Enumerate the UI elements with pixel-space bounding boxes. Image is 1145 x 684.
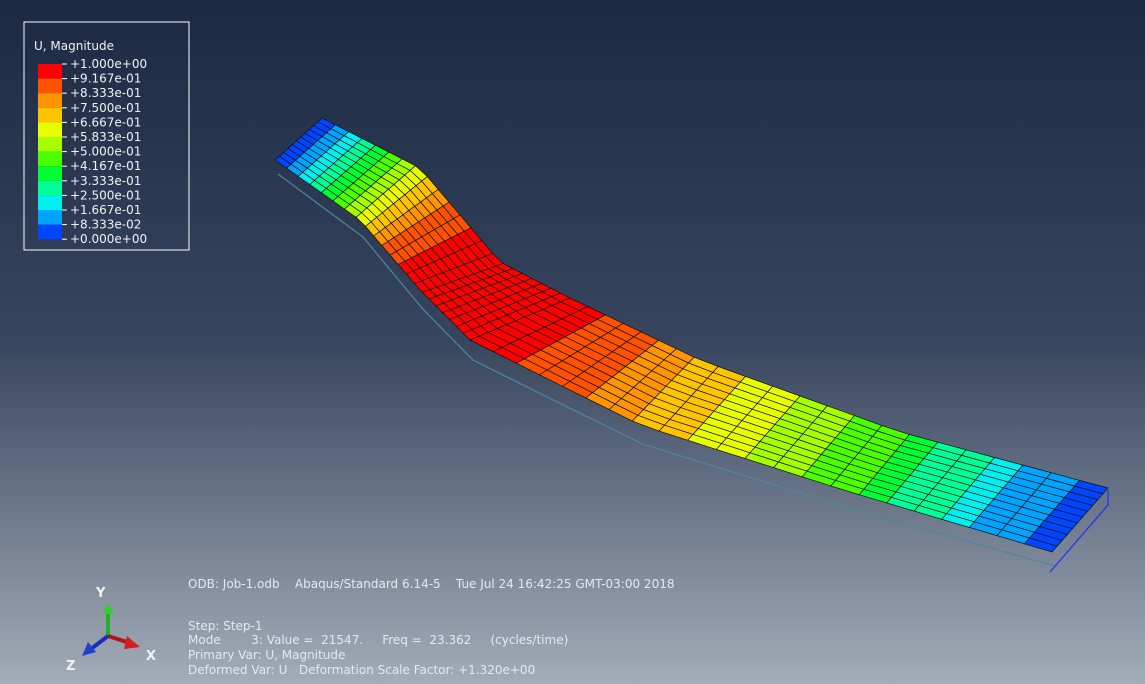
legend-swatch: [38, 137, 62, 152]
legend-label: +1.667e-01: [70, 203, 141, 217]
legend-label: +6.667e-01: [70, 115, 141, 129]
odb-line: ODB: Job-1.odb Abaqus/Standard 6.14-5 Tu…: [188, 577, 674, 591]
legend-label: +7.500e-01: [70, 101, 141, 115]
legend-swatch: [38, 224, 62, 240]
legend-label: +8.333e-02: [70, 218, 141, 232]
legend-label: +4.167e-01: [70, 159, 141, 173]
legend-label: +1.000e+00: [70, 57, 147, 71]
legend-label: +2.500e-01: [70, 188, 141, 202]
z-axis-arrow: [89, 634, 110, 651]
legend-swatch: [38, 166, 62, 181]
deformed-var-line: Deformed Var: U Deformation Scale Factor…: [188, 663, 535, 677]
model: [274, 117, 1109, 573]
z-arrow-head: [82, 642, 96, 656]
x-label: X: [146, 649, 156, 664]
primary-var-line: Primary Var: U, Magnitude: [188, 648, 345, 662]
triad: Y X Z: [66, 586, 156, 674]
legend-label: +9.167e-01: [70, 72, 141, 86]
legend-label: +5.833e-01: [70, 130, 141, 144]
legend-swatch: [38, 122, 62, 137]
y-arrow-head: [102, 603, 114, 614]
undeformed-end: [1049, 490, 1109, 573]
legend: U, Magnitude +1.000e+00+9.167e-01+8.333e…: [23, 21, 190, 251]
x-arrow-head: [124, 636, 140, 649]
legend-swatch: [38, 210, 62, 225]
legend-swatch: [38, 180, 62, 196]
legend-swatch: [38, 93, 62, 108]
legend-swatch: [38, 78, 62, 94]
mesh-element: [1023, 537, 1058, 553]
legend-label: +8.333e-01: [70, 86, 141, 100]
legend-swatch: [38, 195, 62, 210]
mode-line: Mode 3: Value = 21547. Freq = 23.362 (cy…: [188, 633, 568, 647]
y-label: Y: [95, 586, 106, 601]
undeformed-edge: [277, 173, 1056, 567]
z-label: Z: [66, 659, 75, 674]
legend-label: +0.000e+00: [70, 232, 147, 246]
step-line: Step: Step-1: [188, 619, 262, 633]
legend-swatch: [38, 64, 62, 79]
legend-label: +5.000e-01: [70, 145, 141, 159]
legend-swatch: [38, 107, 62, 123]
legend-frame: [23, 21, 190, 251]
legend-title: U, Magnitude: [34, 39, 114, 53]
info-block: ODB: Job-1.odb Abaqus/Standard 6.14-5 Tu…: [188, 577, 674, 677]
legend-label: +3.333e-01: [70, 174, 141, 188]
legend-swatch: [38, 151, 62, 167]
